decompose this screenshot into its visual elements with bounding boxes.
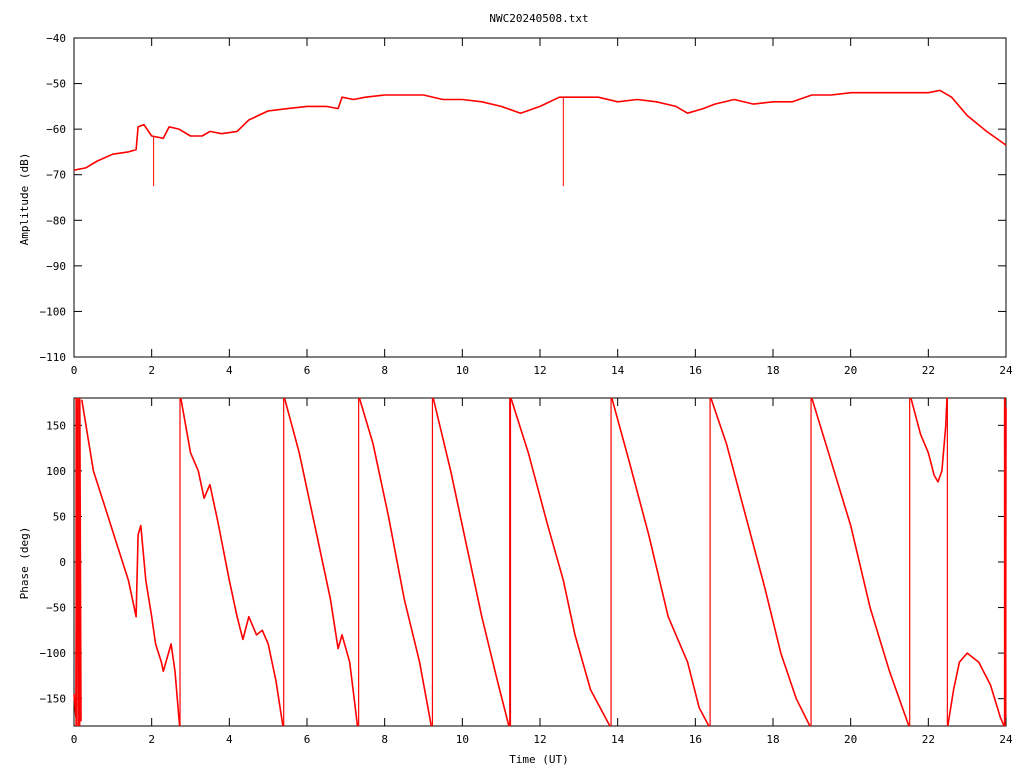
amplitude-y-tick-label: −80 <box>46 214 66 227</box>
phase-y-tick-label: −100 <box>40 647 67 660</box>
phase-x-tick-label: 14 <box>611 733 625 746</box>
amplitude-x-tick-label: 0 <box>71 364 78 377</box>
amplitude-x-ticks: 0 2 4 6 8 10 12 14 16 18 20 22 24 <box>71 38 1013 377</box>
amplitude-x-tick-label: 16 <box>689 364 702 377</box>
phase-series-segment <box>510 397 611 727</box>
phase-x-tick-label: 24 <box>999 733 1013 746</box>
phase-x-tick-label: 0 <box>71 733 78 746</box>
phase-x-ticks: 0 2 4 6 8 10 12 14 16 18 20 22 24 <box>71 398 1013 746</box>
amplitude-x-tick-label: 6 <box>304 364 311 377</box>
phase-x-tick-label: 12 <box>533 733 546 746</box>
phase-trace <box>73 397 1007 727</box>
amplitude-y-tick-label: −110 <box>40 351 67 364</box>
amplitude-plot-frame <box>73 37 1007 358</box>
amplitude-y-tick-label: −90 <box>46 260 66 273</box>
phase-x-tick-label: 22 <box>922 733 935 746</box>
time-x-axis-label: Time (UT) <box>509 753 569 766</box>
phase-x-tick-label: 2 <box>148 733 155 746</box>
phase-series-segment <box>710 397 811 727</box>
phase-series-segment <box>81 399 181 727</box>
phase-y-tick-label: 50 <box>53 510 66 523</box>
amplitude-x-tick-label: 14 <box>611 364 625 377</box>
amplitude-y-tick-label: −100 <box>40 305 67 318</box>
amplitude-x-tick-label: 20 <box>844 364 857 377</box>
amplitude-x-tick-label: 22 <box>922 364 935 377</box>
phase-series-segment <box>432 397 510 727</box>
amplitude-x-tick-label: 10 <box>456 364 469 377</box>
phase-series-segment <box>283 397 359 727</box>
phase-y-tick-label: −150 <box>40 693 67 706</box>
amplitude-x-tick-label: 12 <box>533 364 546 377</box>
amplitude-panel: −110−100−90−80−70−60−50−40 0 2 4 6 8 10 12 14 16… <box>18 32 1013 377</box>
phase-plot-frame <box>73 397 1007 727</box>
phase-y-tick-label: −50 <box>46 602 66 615</box>
phase-y-ticks: −150 −100 −50 0 50 100 150 <box>40 419 1006 706</box>
phase-y-axis-label: Phase (deg) <box>18 527 31 600</box>
phase-x-tick-label: 16 <box>689 733 702 746</box>
phase-series-segment <box>947 652 1005 727</box>
amplitude-y-tick-label: −50 <box>46 78 66 91</box>
amplitude-x-tick-label: 2 <box>148 364 155 377</box>
amplitude-x-tick-label: 18 <box>766 364 779 377</box>
amplitude-trace <box>73 89 1007 187</box>
phase-y-tick-label: 100 <box>46 465 66 478</box>
phase-series-segment <box>811 397 910 727</box>
amplitude-series-line <box>73 89 1007 171</box>
amplitude-y-ticks: −110 −100 −90 −80 −70 −60 −50 −40 <box>40 32 1006 364</box>
phase-y-tick-label: 0 <box>59 556 66 569</box>
phase-x-tick-label: 10 <box>456 733 469 746</box>
amplitude-y-tick-label: −40 <box>46 32 66 45</box>
amplitude-x-tick-label: 8 <box>381 364 388 377</box>
amplitude-x-tick-label: 4 <box>226 364 233 377</box>
amplitude-y-tick-label: −60 <box>46 123 66 136</box>
phase-series-segment <box>358 397 433 727</box>
phase-series-segment <box>910 397 948 483</box>
amplitude-x-tick-label: 24 <box>999 364 1013 377</box>
phase-y-tick-label: 150 <box>46 419 66 432</box>
phase-x-tick-label: 20 <box>844 733 857 746</box>
amplitude-y-axis-label: Amplitude (dB) <box>18 153 31 246</box>
phase-series-segment <box>611 397 710 727</box>
chart-title: NWC20240508.txt <box>489 12 588 25</box>
phase-x-tick-label: 18 <box>766 733 779 746</box>
phase-x-tick-label: 8 <box>381 733 388 746</box>
amplitude-y-tick-label: −70 <box>46 169 66 182</box>
phase-x-tick-label: 6 <box>304 733 311 746</box>
phase-x-tick-label: 4 <box>226 733 233 746</box>
phase-series-segment <box>180 397 284 727</box>
